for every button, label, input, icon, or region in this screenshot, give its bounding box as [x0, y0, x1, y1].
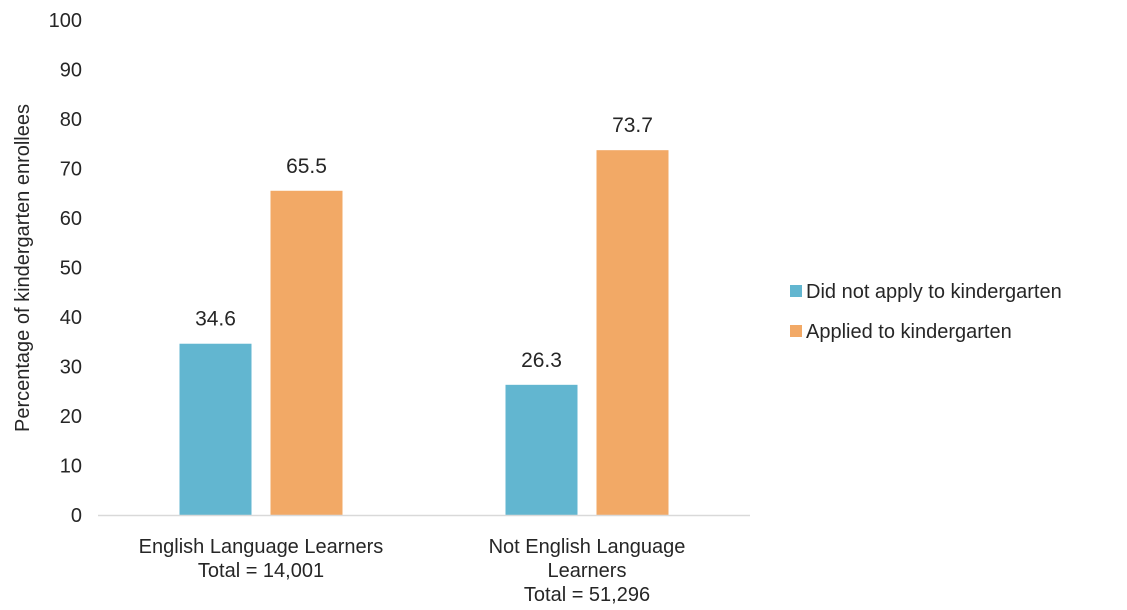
- x-category-label: Total = 14,001: [198, 560, 324, 582]
- legend-label: Applied to kindergarten: [806, 321, 1012, 343]
- bars: [179, 150, 669, 515]
- y-tick-label: 70: [60, 159, 82, 181]
- bar-series-0-category-0: [179, 343, 252, 515]
- y-tick-label: 0: [71, 505, 82, 527]
- y-tick-label: 10: [60, 456, 82, 478]
- data-label: 73.7: [612, 114, 653, 137]
- x-category-label: Not English Language: [489, 536, 686, 558]
- data-label: 65.5: [286, 155, 327, 178]
- data-label: 26.3: [521, 349, 562, 372]
- y-tick-label: 20: [60, 406, 82, 428]
- bar-series-1-category-1: [596, 150, 669, 515]
- legend-swatch: [790, 285, 802, 297]
- x-category-label: English Language Learners: [139, 536, 384, 558]
- y-tick-label: 100: [49, 10, 82, 32]
- legend-label: Did not apply to kindergarten: [806, 281, 1062, 303]
- bar-series-0-category-1: [505, 384, 578, 515]
- x-category-label: Total = 51,296: [524, 584, 650, 606]
- y-tick-label: 60: [60, 208, 82, 230]
- y-axis-ticks: 0 10 20 30 40 50 60 70 80 90 100: [49, 10, 82, 527]
- y-tick-label: 50: [60, 258, 82, 280]
- y-tick-label: 40: [60, 307, 82, 329]
- y-tick-label: 80: [60, 109, 82, 131]
- x-category-label: Learners: [548, 560, 627, 582]
- y-axis-title: Percentage of kindergarten enrollees: [12, 104, 34, 432]
- data-label: 34.6: [195, 308, 236, 331]
- y-tick-label: 90: [60, 60, 82, 82]
- legend: Did not apply to kindergarten Applied to …: [790, 281, 1062, 343]
- bar-series-1-category-0: [270, 190, 343, 515]
- legend-swatch: [790, 325, 802, 337]
- data-labels: 34.6 26.3 65.5 73.7: [195, 114, 653, 372]
- y-tick-label: 30: [60, 357, 82, 379]
